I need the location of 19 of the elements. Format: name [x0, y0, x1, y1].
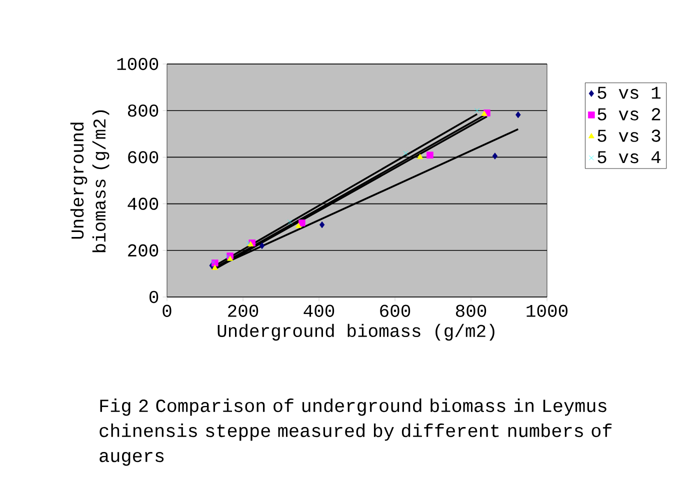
y-tick-label: 200	[128, 244, 158, 257]
x-tick-label: 0	[162, 304, 172, 317]
legend-label: 5 vs 2	[598, 108, 660, 120]
y-tick-label: 1000	[117, 58, 158, 70]
x-tick-label: 600	[380, 304, 410, 317]
legend-label: 5 vs 3	[598, 130, 660, 142]
y-tick-label: 0	[150, 290, 158, 304]
legend-label: 5 vs 1	[598, 86, 661, 99]
legend-label: 5 vs 4	[598, 151, 660, 164]
x-tick-label: 400	[304, 304, 334, 317]
y-tick-label: 400	[128, 198, 158, 210]
x-tick-label: 1000	[526, 304, 568, 317]
y-tick-label: 600	[128, 151, 158, 164]
y-tick-label: 800	[128, 104, 158, 117]
x-tick-label: 200	[228, 304, 258, 317]
x-tick-label: 800	[456, 304, 486, 317]
caption: Fig 2 Comparison of underground biomass in Leymus chinensis steppe measured by different numbers of augers	[100, 398, 612, 466]
x-axis-title: Underground biomass (g/m2)	[218, 324, 494, 341]
y-axis-title: Underground biomass (g/m2)	[70, 110, 110, 252]
